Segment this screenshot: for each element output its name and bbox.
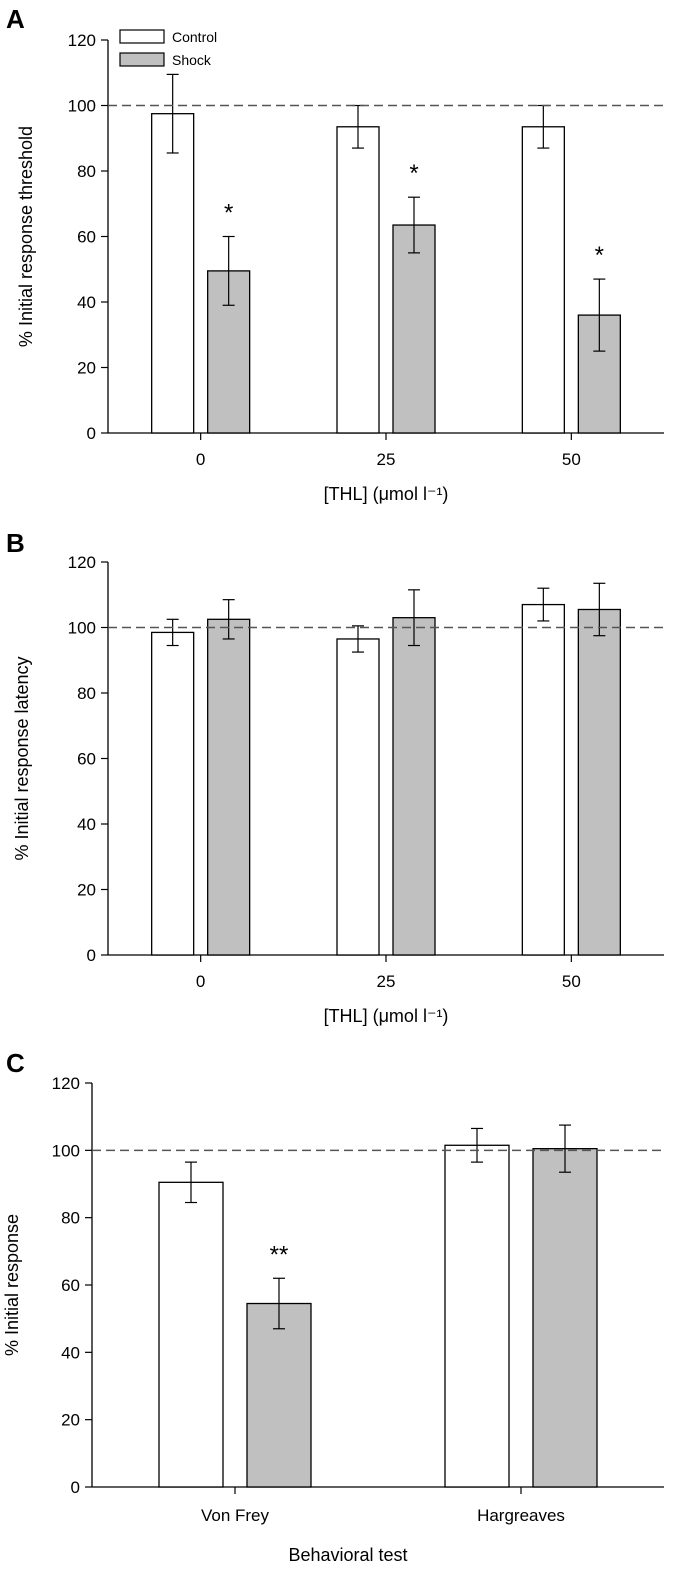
panel-letter: B bbox=[6, 528, 25, 558]
y-axis-label: % Initial response bbox=[2, 1214, 22, 1356]
y-tick-label: 80 bbox=[61, 1209, 80, 1228]
bar-control bbox=[336, 126, 380, 434]
y-tick-label: 60 bbox=[77, 750, 96, 769]
y-tick-label: 40 bbox=[77, 293, 96, 312]
significance-marker: * bbox=[409, 160, 418, 187]
panel-letter: A bbox=[6, 4, 25, 34]
significance-marker: * bbox=[595, 242, 604, 269]
y-tick-label: 80 bbox=[77, 162, 96, 181]
x-axis-label: [THL] (μmol l⁻¹) bbox=[324, 1006, 449, 1026]
y-tick-label: 120 bbox=[68, 553, 96, 572]
bar-shock bbox=[207, 270, 251, 434]
y-tick-label: 60 bbox=[77, 228, 96, 247]
y-tick-label: 100 bbox=[68, 619, 96, 638]
bar-control bbox=[521, 126, 565, 434]
y-tick-label: 80 bbox=[77, 684, 96, 703]
bar-shock bbox=[392, 224, 436, 434]
x-tick-label: Von Frey bbox=[201, 1506, 270, 1525]
bar-shock bbox=[207, 618, 251, 956]
bar-control bbox=[151, 631, 195, 956]
panel-letter: C bbox=[6, 1048, 25, 1078]
y-tick-label: 60 bbox=[61, 1276, 80, 1295]
chart-panel-a: A 0 20 40 60 80 100 120 0 25 50 [THL] (μmol l⁻¹) % I… bbox=[6, 4, 664, 504]
bar-control bbox=[158, 1181, 224, 1488]
bar-shock bbox=[577, 608, 621, 956]
legend-swatch-shock bbox=[119, 52, 165, 67]
bar-shock bbox=[246, 1302, 312, 1488]
legend-swatch-control bbox=[119, 29, 165, 44]
x-tick-label: Hargreaves bbox=[477, 1506, 565, 1525]
bar-shock bbox=[532, 1148, 598, 1488]
legend-label: Shock bbox=[172, 52, 212, 68]
y-tick-label: 20 bbox=[77, 359, 96, 378]
legend-label: Control bbox=[172, 29, 217, 45]
y-tick-label: 0 bbox=[71, 1478, 80, 1497]
significance-marker: ** bbox=[270, 1241, 289, 1268]
y-tick-label: 0 bbox=[87, 946, 96, 965]
bar-shock bbox=[392, 617, 436, 956]
y-tick-label: 100 bbox=[52, 1141, 80, 1160]
chart-panel-b: B 0 20 40 60 80 100 120 0 25 50 [THL] (μmol l⁻¹) % I… bbox=[6, 528, 664, 1026]
y-tick-label: 40 bbox=[77, 815, 96, 834]
y-tick-label: 20 bbox=[77, 881, 96, 900]
x-axis-label: [THL] (μmol l⁻¹) bbox=[324, 484, 449, 504]
bar-control bbox=[336, 638, 380, 956]
y-axis-label: % Initial response threshold bbox=[16, 126, 36, 347]
bar-control bbox=[521, 603, 565, 956]
y-tick-label: 100 bbox=[68, 97, 96, 116]
chart-panel-c: C 0 20 40 60 80 100 120 Von Frey Hargreaves Behavi… bbox=[2, 1048, 664, 1565]
y-axis-label: % Initial response latency bbox=[12, 656, 32, 860]
x-axis-label: Behavioral test bbox=[288, 1545, 407, 1565]
x-tick-label: 25 bbox=[377, 972, 396, 991]
x-tick-label: 50 bbox=[562, 972, 581, 991]
bar-control bbox=[151, 113, 195, 434]
x-tick-label: 0 bbox=[196, 450, 205, 469]
y-tick-label: 40 bbox=[61, 1343, 80, 1362]
y-tick-label: 120 bbox=[68, 31, 96, 50]
y-tick-label: 120 bbox=[52, 1074, 80, 1093]
x-tick-label: 25 bbox=[377, 450, 396, 469]
significance-marker: * bbox=[224, 200, 233, 227]
x-tick-label: 50 bbox=[562, 450, 581, 469]
y-tick-label: 20 bbox=[61, 1411, 80, 1430]
x-tick-label: 0 bbox=[196, 972, 205, 991]
y-tick-label: 0 bbox=[87, 424, 96, 443]
bar-control bbox=[444, 1144, 510, 1488]
